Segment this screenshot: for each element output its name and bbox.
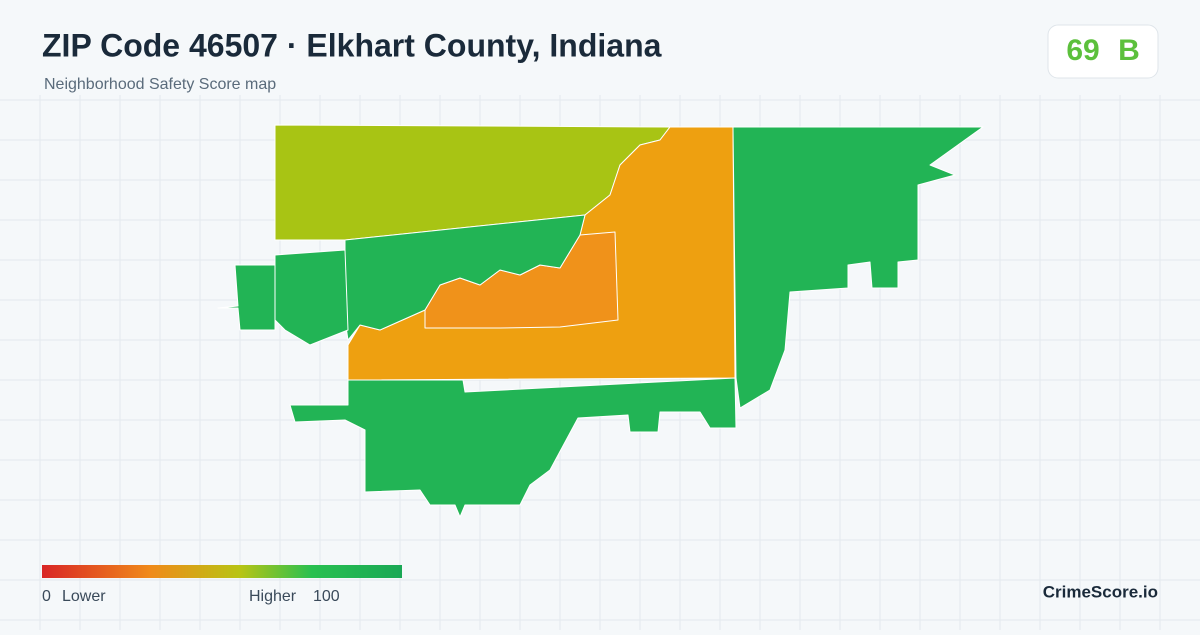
region xyxy=(732,126,984,409)
brand: CrimeScore.io xyxy=(1043,582,1158,601)
score-grade: B xyxy=(1118,34,1140,67)
score-value: 69 xyxy=(1066,34,1099,67)
region xyxy=(217,264,276,331)
badge-box xyxy=(1047,24,1159,79)
subtitle: Neighborhood Safety Score map xyxy=(44,76,276,93)
map xyxy=(217,124,984,518)
legend-max: 100 xyxy=(313,588,340,605)
legend-min-label: Lower xyxy=(62,588,106,605)
region xyxy=(289,377,737,518)
legend-max-label: Higher xyxy=(249,588,297,605)
legend-gradient xyxy=(42,565,402,578)
legend-min: 0 xyxy=(42,588,51,605)
region xyxy=(274,249,349,346)
title: ZIP Code 46507 · Elkhart County, Indiana xyxy=(42,27,662,63)
region xyxy=(344,214,586,341)
score-badge: 69 B xyxy=(1047,24,1159,79)
